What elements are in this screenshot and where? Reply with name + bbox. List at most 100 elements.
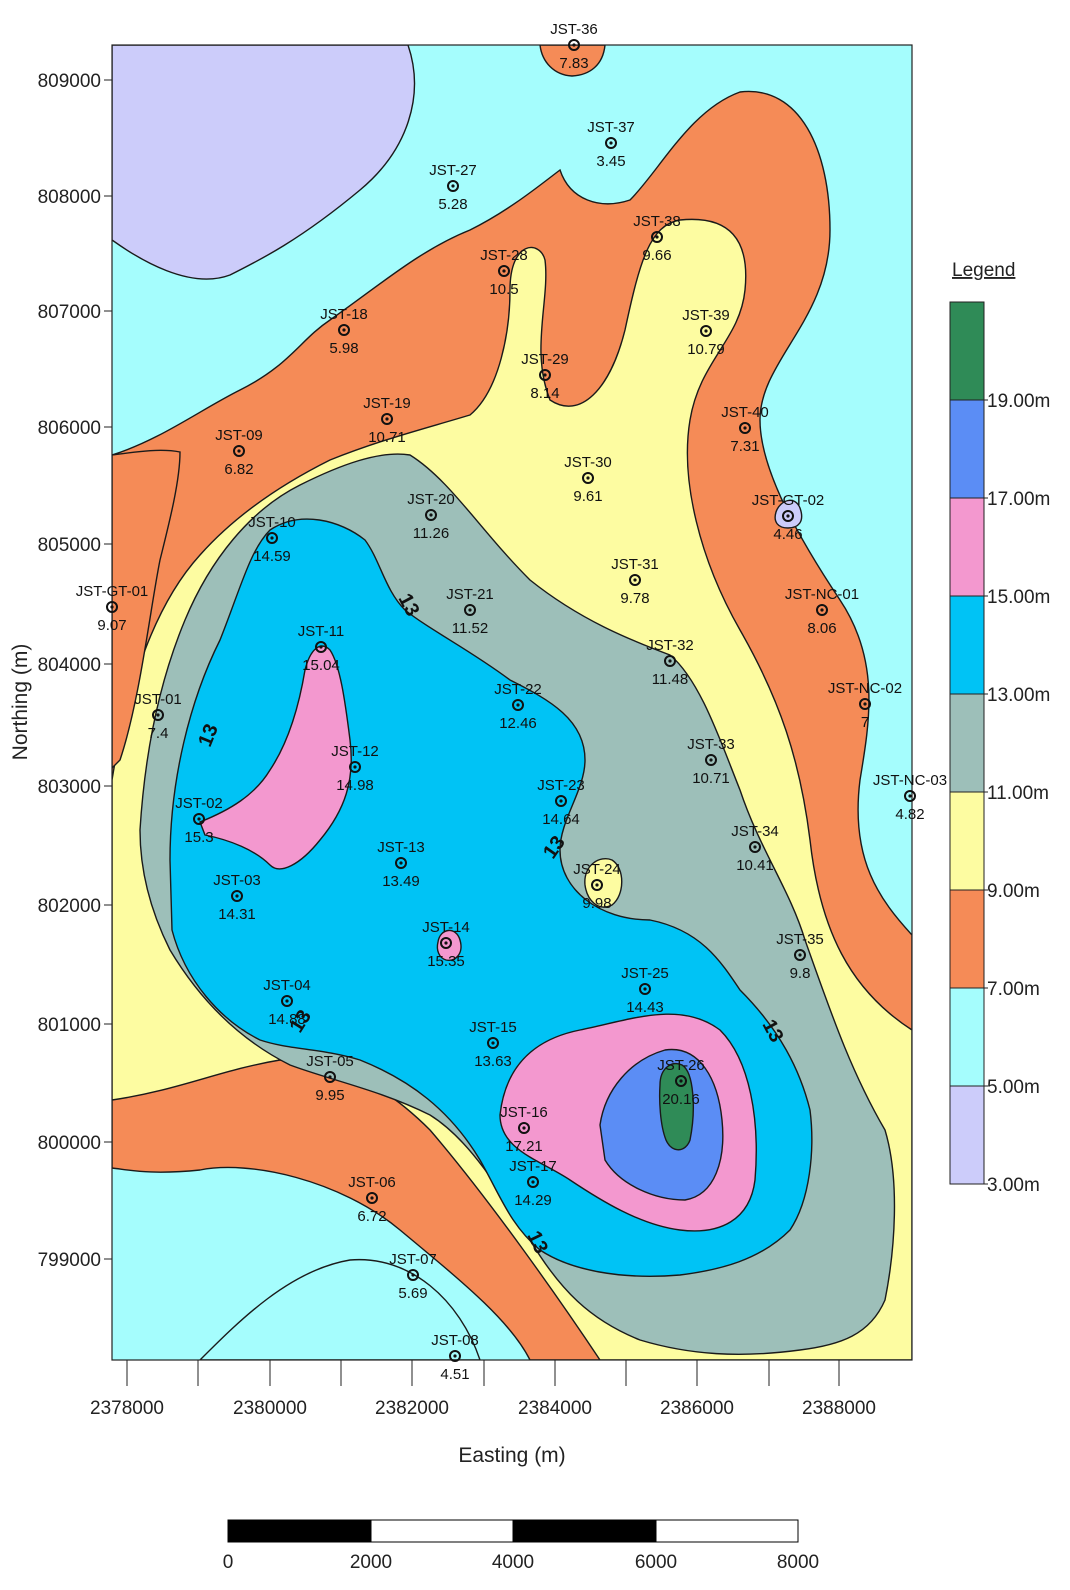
well-id-label: JST-01 <box>134 691 182 708</box>
y-axis: 809000 808000 807000 806000 805000 804000 8030… <box>38 71 112 1271</box>
well-center-dot <box>353 765 357 769</box>
well-value-label: 13.63 <box>474 1053 512 1070</box>
well-jst-40: JST-40 7.31 <box>721 404 769 455</box>
well-marker-icon <box>498 265 510 277</box>
well-jst-12: JST-12 14.98 <box>331 743 379 794</box>
well-jst-26: JST-26 20.16 <box>657 1057 705 1108</box>
well-value-label: 10.71 <box>368 429 406 446</box>
well-center-dot <box>285 999 289 1003</box>
scale-segment <box>512 1519 657 1543</box>
x-axis: 2378000 2380000 2382000 2384000 2386000 23880… <box>90 1360 876 1419</box>
well-value-label: 4.51 <box>440 1366 469 1383</box>
well-marker-icon <box>233 445 245 457</box>
well-value-label: 4.46 <box>773 526 802 543</box>
well-value-label: 15.35 <box>427 953 465 970</box>
y-tick-label: 806000 <box>38 418 101 439</box>
well-marker-icon <box>539 369 551 381</box>
well-value-label: 14.88 <box>268 1011 306 1028</box>
x-tick-label: 2378000 <box>90 1398 164 1419</box>
well-value-label: 7 <box>861 714 869 731</box>
well-jst-09: JST-09 6.82 <box>215 427 263 478</box>
legend-color-ramp <box>949 301 985 1185</box>
well-center-dot <box>468 608 472 612</box>
well-jst-06: JST-06 6.72 <box>348 1174 396 1225</box>
y-tick-label: 808000 <box>38 187 101 208</box>
well-value-label: 20.16 <box>662 1091 700 1108</box>
well-center-dot <box>643 987 647 991</box>
well-jst-19: JST-19 10.71 <box>363 395 411 446</box>
well-center-dot <box>704 329 708 333</box>
well-id-label: JST-05 <box>306 1053 354 1070</box>
well-jst-22: JST-22 12.46 <box>494 681 542 732</box>
y-tick-label: 809000 <box>38 71 101 92</box>
legend-level-label: 5.00m <box>987 1077 1040 1098</box>
scale-label: 6000 <box>635 1552 677 1573</box>
well-id-label: JST-29 <box>521 351 569 368</box>
well-id-label: JST-23 <box>537 777 585 794</box>
well-center-dot <box>709 758 713 762</box>
well-marker-icon <box>582 472 594 484</box>
well-jst-02: JST-02 15.3 <box>175 795 223 846</box>
well-center-dot <box>502 269 506 273</box>
legend-level-label: 11.00m <box>987 783 1049 804</box>
well-jst-38: JST-38 9.66 <box>633 213 681 264</box>
y-tick-label: 799000 <box>38 1250 101 1271</box>
zone-7-9-north <box>539 45 606 77</box>
well-marker-icon <box>512 699 524 711</box>
well-jst-nc-02: JST-NC-02 7 <box>828 680 902 731</box>
well-center-dot <box>609 141 613 145</box>
well-jst-04: JST-04 14.88 <box>263 977 311 1028</box>
well-layer: JST-36 7.83 JST-37 3.45 JST-27 5.28 JST-38 9.66… <box>76 21 947 1383</box>
well-value-label: 14.64 <box>542 811 580 828</box>
well-id-label: JST-06 <box>348 1174 396 1191</box>
well-jst-01: JST-01 7.4 <box>134 691 182 742</box>
well-value-label: 14.29 <box>514 1192 552 1209</box>
well-id-label: JST-04 <box>263 977 311 994</box>
well-jst-16: JST-16 17.21 <box>500 1104 548 1155</box>
well-center-dot <box>798 953 802 957</box>
scale-bar: 0 2000 4000 6000 8000 <box>223 1519 819 1573</box>
well-value-label: 9.61 <box>573 488 602 505</box>
legend-labels: 19.00m 17.00m 15.00m 13.00m 11.00m 9.00m 7.00m… <box>984 391 1050 1196</box>
well-marker-icon <box>527 1176 539 1188</box>
well-value-label: 17.21 <box>505 1138 543 1155</box>
well-marker-icon <box>106 601 118 613</box>
well-value-label: 9.07 <box>97 617 126 634</box>
scale-label: 8000 <box>777 1552 819 1573</box>
well-center-dot <box>453 1354 457 1358</box>
well-marker-icon <box>281 995 293 1007</box>
well-value-label: 7.83 <box>559 55 588 72</box>
well-center-dot <box>451 184 455 188</box>
well-id-label: JST-08 <box>431 1332 479 1349</box>
well-center-dot <box>516 703 520 707</box>
well-marker-icon <box>487 1037 499 1049</box>
legend-swatch <box>949 987 985 1087</box>
well-value-label: 14.59 <box>253 548 291 565</box>
well-marker-icon <box>449 1350 461 1362</box>
well-jst-07: JST-07 5.69 <box>389 1251 437 1302</box>
well-marker-icon <box>700 325 712 337</box>
well-id-label: JST-NC-01 <box>785 586 859 603</box>
well-marker-icon <box>639 983 651 995</box>
well-jst-33: JST-33 10.71 <box>687 736 735 787</box>
well-id-label: JST-26 <box>657 1057 705 1074</box>
well-id-label: JST-15 <box>469 1019 517 1036</box>
well-jst-10: JST-10 14.59 <box>248 514 296 565</box>
legend-swatch <box>949 791 985 891</box>
well-center-dot <box>633 578 637 582</box>
x-tick-label: 2384000 <box>518 1398 592 1419</box>
well-value-label: 7.31 <box>730 438 759 455</box>
well-marker-icon <box>568 39 580 51</box>
map-frame <box>111 44 913 1361</box>
well-value-label: 11.52 <box>452 620 488 637</box>
well-marker-icon <box>324 1071 336 1083</box>
well-value-label: 10.79 <box>687 341 725 358</box>
well-value-label: 5.28 <box>438 196 467 213</box>
y-tick-label: 802000 <box>38 896 101 917</box>
well-value-label: 14.98 <box>336 777 374 794</box>
well-jst-27: JST-27 5.28 <box>429 162 477 213</box>
well-marker-icon <box>675 1075 687 1087</box>
legend-level-label: 7.00m <box>987 979 1040 1000</box>
scale-segment <box>370 1519 514 1543</box>
well-jst-18: JST-18 5.98 <box>320 306 368 357</box>
